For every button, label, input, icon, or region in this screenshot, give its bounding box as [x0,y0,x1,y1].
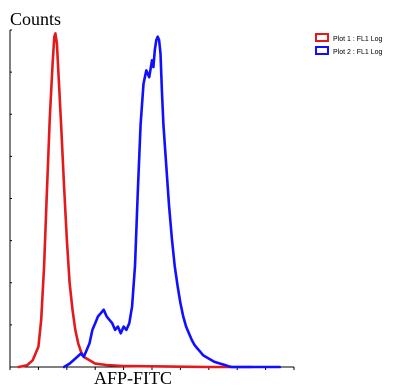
legend-label-1: Plot 1 : FL1 Log [333,36,383,43]
plot-area [9,29,295,370]
x-axis-title: AFP-FITC [94,368,172,388]
legend-label-2: Plot 2 : FL1 Log [333,49,383,56]
series-line-2 [62,35,282,369]
legend-swatch-2 [315,46,329,55]
y-axis-title: Counts [10,9,61,29]
series-line-1 [17,32,253,369]
legend-swatch-1 [315,33,329,42]
legend: Plot 1 : FL1 Log Plot 2 : FL1 Log [315,33,383,56]
